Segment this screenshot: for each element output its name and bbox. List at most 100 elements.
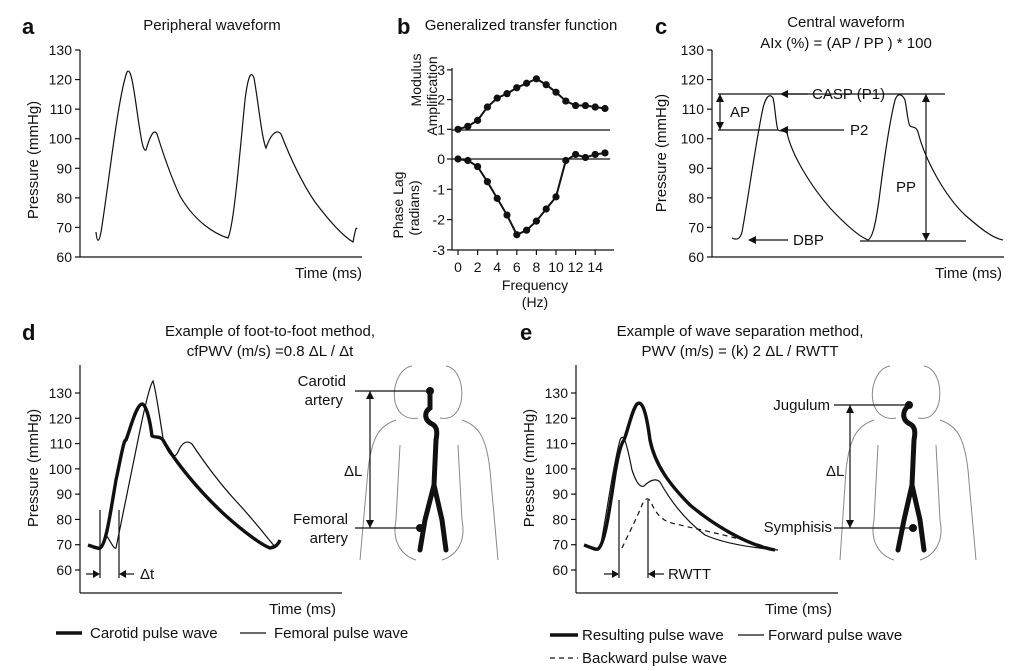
- panel-a-y-ticks: 60 70 80 90 100 110 120 130: [49, 42, 80, 265]
- panel-label-d: d: [22, 320, 35, 345]
- panel-d-y-tick-label: 70: [56, 537, 72, 553]
- panel-e-title: Example of wave separation method,: [617, 323, 864, 340]
- legend-e-resulting-label: Resulting pulse wave: [582, 627, 724, 644]
- panel-d-subtitle: cfPWV (m/s) =0.8 ΔL / Δt: [187, 343, 354, 360]
- panel-c-ap-arrow-top: [716, 94, 724, 102]
- legend-d: Carotid pulse wave Femoral pulse wave: [56, 625, 408, 642]
- panel-b-phase-point: [601, 149, 609, 157]
- panel-c-y-tick-label: 80: [688, 190, 704, 206]
- legend-e: Resulting pulse wave Forward pulse wave …: [550, 627, 902, 667]
- panel-d-femoral-label-2: artery: [310, 530, 349, 547]
- panel-b-x-tick-label: 12: [568, 259, 584, 275]
- panel-e-forward-pulse-wave: [599, 436, 779, 551]
- panel-e-aorta: [895, 403, 927, 553]
- panel-d-y-tick-label: 110: [50, 436, 73, 452]
- panel-a-x-label: Time (ms): [295, 265, 362, 282]
- panel-d-femoral-label: Femoral: [293, 511, 348, 528]
- panel-e-rwtt-arrowhead-right: [648, 570, 655, 578]
- panel-label-b: b: [397, 14, 410, 39]
- panel-b-phase-line: [457, 151, 606, 237]
- panel-e-rwtt-arrowhead-left: [612, 570, 619, 578]
- panel-b-modulus-point: [542, 81, 550, 89]
- panel-b-phase-point: [542, 205, 550, 213]
- panel-b-x-tick-label: 10: [548, 259, 564, 275]
- panel-c-y-tick-label: 110: [682, 101, 705, 117]
- panel-d-y-tick-label: 80: [56, 511, 72, 527]
- panel-b-x-label-1: Frequency: [502, 277, 568, 293]
- panel-d-dl-arrow-bottom: [366, 520, 374, 528]
- panel-b-phase-point: [474, 162, 482, 171]
- panel-b-modulus-point: [532, 75, 541, 83]
- panel-d-dl-arrow-top: [366, 391, 374, 399]
- panel-b-phase-point: [464, 156, 472, 165]
- panel-d-x-label: Time (ms): [269, 601, 336, 618]
- panel-b-y-tick-label: 1: [437, 121, 445, 137]
- panel-c: c Central waveform AIx (%) = (AP / PP ) …: [653, 14, 1004, 282]
- panel-b-y-tick-label: 3: [437, 62, 445, 78]
- panel-b-modulus-point: [483, 103, 491, 111]
- panel-a-y-tick-label: 80: [56, 190, 72, 206]
- panel-c-p2-arrowhead: [780, 126, 788, 134]
- panel-a: a Peripheral waveform 60 70 80 90 100 110 120 1…: [22, 14, 362, 282]
- panel-c-y-tick-label: 120: [681, 72, 705, 88]
- panel-b-modulus-point: [591, 103, 599, 111]
- panel-d-carotid-label: Carotid: [298, 373, 346, 390]
- panel-b-phase-point: [503, 211, 511, 219]
- panel-b-modulus-point: [474, 116, 482, 124]
- panel-b-phase-point: [532, 217, 541, 225]
- panel-e-dl-arrow-bottom: [846, 520, 854, 528]
- panel-b-x-tick-label: 2: [474, 259, 482, 275]
- panel-d: d Example of foot-to-foot method, cfPWV …: [22, 320, 375, 618]
- panel-e-y-tick-label: 70: [552, 537, 568, 553]
- panel-d-y-tick-label: 120: [49, 410, 73, 426]
- panel-c-y-tick-label: 70: [688, 219, 704, 235]
- panel-d-aorta: [417, 389, 449, 553]
- panel-b-modulus-label-1: Modulus: [408, 54, 424, 107]
- panel-e-backward-pulse-wave: [621, 498, 771, 549]
- panel-e-y-tick-label: 80: [552, 511, 568, 527]
- panel-b-x-tick-label: 4: [493, 259, 501, 275]
- legend-d-carotid-label: Carotid pulse wave: [90, 625, 218, 642]
- panel-e-y-tick-label: 60: [552, 562, 568, 578]
- panel-e-x-label: Time (ms): [765, 601, 832, 618]
- panel-c-casp-label: CASP (P1): [812, 86, 885, 103]
- panel-b-modulus-point: [552, 88, 560, 96]
- panel-b: b Generalized transfer function 0 2 4 6 8 10 1…: [390, 14, 617, 310]
- panel-c-y-tick-label: 100: [681, 131, 705, 147]
- panel-b-modulus-point: [562, 97, 570, 105]
- panel-e-rwtt-label: RWTT: [668, 566, 711, 583]
- panel-label-e: e: [520, 320, 532, 345]
- panel-b-y-tick-label: -3: [433, 242, 446, 258]
- panel-e-y-tick-label: 100: [545, 461, 569, 477]
- panel-b-y-tick-label: 2: [437, 92, 445, 108]
- panel-c-p2-label: P2: [850, 122, 868, 139]
- panel-a-y-tick-label: 100: [49, 131, 73, 147]
- panel-e: e Example of wave separation method, PWV…: [520, 320, 863, 618]
- panel-b-phase-point: [581, 153, 590, 162]
- panel-b-x-tick-label: 8: [533, 259, 541, 275]
- panel-c-pp-label: PP: [896, 179, 916, 196]
- panel-d-carotid-pulse-wave: [87, 402, 282, 550]
- panel-b-modulus-point: [581, 101, 590, 110]
- panel-c-ap-arrow-bottom: [716, 122, 724, 130]
- panel-e-dl-label: ΔL: [826, 463, 844, 480]
- panel-c-y-tick-label: 90: [688, 160, 704, 176]
- panel-b-x-tick-label: 14: [587, 259, 603, 275]
- panel-b-x-tick-label: 0: [454, 259, 462, 275]
- panel-b-series: [454, 75, 609, 239]
- panel-e-jugulum-label: Jugulum: [773, 397, 830, 414]
- panel-c-casp-arrowhead: [780, 90, 788, 98]
- panel-b-phase-point: [572, 150, 580, 159]
- panel-d-title: Example of foot-to-foot method,: [165, 323, 375, 340]
- panel-d-y-tick-label: 60: [56, 562, 72, 578]
- legend-d-femoral-label: Femoral pulse wave: [274, 625, 408, 642]
- panel-b-modulus-line: [457, 77, 606, 131]
- panel-c-y-tick-label: 60: [688, 249, 704, 265]
- panel-b-title: Generalized transfer function: [425, 17, 618, 34]
- panel-e-y-tick-label: 110: [546, 436, 569, 452]
- panel-c-title: Central waveform: [787, 14, 905, 31]
- panel-a-y-tick-label: 90: [56, 160, 72, 176]
- panel-e-y-tick-label: 90: [552, 486, 568, 502]
- legend-e-forward-label: Forward pulse wave: [768, 627, 902, 644]
